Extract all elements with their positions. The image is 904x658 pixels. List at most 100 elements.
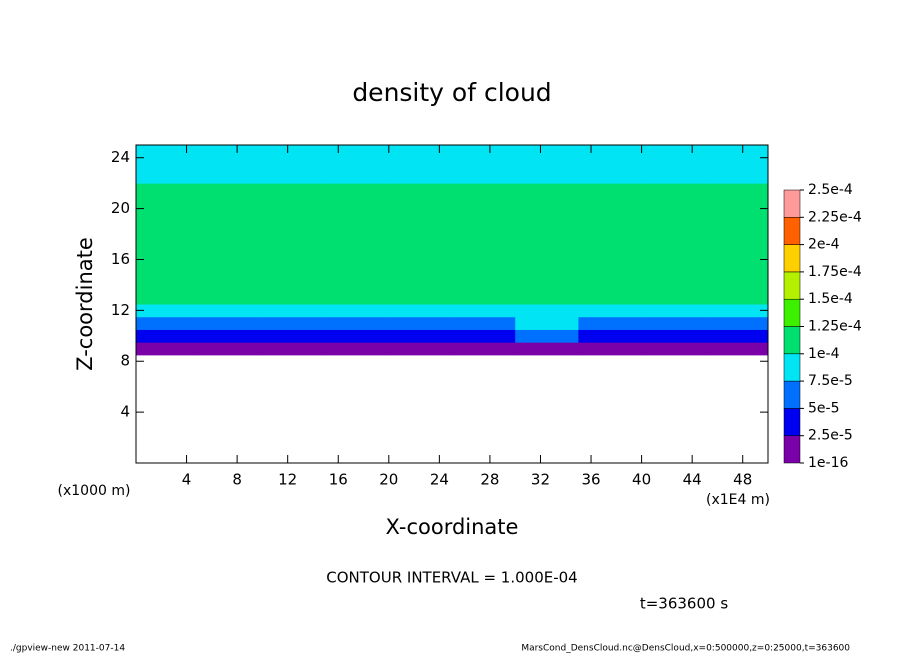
x-tick-label: 4 [182, 471, 192, 489]
colorbar-label: 7.5e-5 [808, 373, 853, 389]
y-tick-label: 16 [111, 250, 130, 268]
heatmap-cell [136, 329, 200, 343]
heatmap-cell [262, 145, 327, 184]
heatmap-cell [136, 304, 200, 318]
heatmap-cell [452, 342, 516, 356]
heatmap-cell [641, 145, 706, 184]
colorbar-swatch [783, 217, 801, 245]
y-unit: (x1000 m) [58, 483, 131, 499]
colorbar-label: 1e-16 [808, 455, 848, 471]
heatmap-cell [641, 259, 706, 305]
heatmap-cell [515, 145, 579, 184]
colorbar-swatch [783, 380, 801, 409]
heatmap-cell [199, 208, 263, 260]
heatmap-cell [452, 304, 516, 318]
heatmap-cell [641, 208, 706, 260]
heatmap-cell [325, 304, 390, 318]
heatmap-cell [262, 208, 327, 260]
colorbar-label: 5e-5 [808, 400, 839, 416]
heatmap-cell [136, 342, 200, 356]
colorbar-swatch [783, 244, 801, 273]
x-axis-label: X-coordinate [386, 515, 519, 539]
heatmap-cell [578, 329, 643, 343]
heatmap-cell [578, 304, 643, 318]
heatmap-cell [641, 316, 706, 330]
x-tick-label: 48 [733, 471, 752, 489]
colorbar-swatch [783, 435, 801, 464]
heatmap-cell [388, 208, 453, 260]
heatmap-cell [704, 208, 769, 260]
x-tick-label: 8 [232, 471, 242, 489]
plot-frame [135, 144, 769, 464]
heatmap-cell [578, 316, 643, 330]
heatmap-cell [515, 342, 579, 356]
heatmap-cell [641, 329, 706, 343]
heatmap-cell [199, 259, 263, 305]
y-tick-label: 20 [111, 199, 130, 217]
heatmap-cell [515, 316, 579, 330]
heatmap-cell [262, 183, 327, 210]
y-tick-label: 12 [111, 301, 130, 319]
time-label: t=363600 s [640, 595, 728, 613]
heatmap-cell [578, 183, 643, 210]
heatmap-cell [704, 304, 769, 318]
x-tick-label: 36 [581, 471, 600, 489]
heatmap-cell [325, 145, 390, 184]
x-tick-label: 12 [278, 471, 297, 489]
colorbar-swatch [783, 408, 801, 436]
heatmap-cell [704, 259, 769, 305]
y-axis-label: Z-coordinate [73, 237, 97, 371]
heatmap-cell [262, 304, 327, 318]
heatmap-cell [704, 342, 769, 356]
footer-left: ./gpview-new 2011-07-14 [10, 644, 125, 654]
x-tick-label: 32 [531, 471, 550, 489]
heatmap-cell [515, 329, 579, 343]
heatmap-cell [388, 329, 453, 343]
heatmap-cell [388, 145, 453, 184]
colorbar-label: 1.5e-4 [808, 291, 853, 307]
colorbar-swatch [783, 271, 801, 300]
x-unit: (x1E4 m) [706, 492, 770, 508]
x-tick-label: 28 [480, 471, 499, 489]
heatmap-cell [515, 304, 579, 318]
heatmap-cell [452, 259, 516, 305]
heatmap-cell [388, 259, 453, 305]
heatmap-cell [262, 259, 327, 305]
colorbar-label: 2e-4 [808, 237, 840, 253]
heatmap-cell [199, 304, 263, 318]
heatmap-cell [578, 208, 643, 260]
footer-right: MarsCond_DensCloud.nc@DensCloud,x=0:5000… [521, 644, 850, 654]
heatmap-cell [641, 342, 706, 356]
heatmap-cell [262, 342, 327, 356]
heatmap-cell [641, 304, 706, 318]
y-tick-label: 4 [120, 403, 130, 421]
colorbar-label: 1.75e-4 [808, 264, 862, 280]
heatmap-cell [388, 183, 453, 210]
heatmap-cell [199, 316, 263, 330]
heatmap-cell [452, 316, 516, 330]
y-tick-label: 24 [111, 148, 130, 166]
chart-title: density of cloud [352, 78, 551, 107]
colorbar-label: 1.25e-4 [808, 319, 862, 335]
x-tick-label: 40 [632, 471, 651, 489]
colorbar-swatch [783, 326, 801, 355]
y-tick-label: 8 [120, 352, 130, 370]
colorbar-label: 1e-4 [808, 346, 840, 362]
heatmap-cell [325, 259, 390, 305]
heatmap-cell [578, 259, 643, 305]
heatmap-cell [325, 208, 390, 260]
colorbar-swatch [783, 298, 801, 327]
heatmap-cell [641, 183, 706, 210]
heatmap-cell [325, 316, 390, 330]
heatmap-cell [578, 342, 643, 356]
colorbar-swatch [783, 189, 801, 218]
heatmap-cell [388, 316, 453, 330]
x-tick-label: 16 [329, 471, 348, 489]
heatmap-cell [136, 259, 200, 305]
heatmap-cell [199, 329, 263, 343]
heatmap-cell [452, 145, 516, 184]
heatmap-cell [515, 183, 579, 210]
x-tick-label: 24 [430, 471, 449, 489]
heatmap-cell [515, 208, 579, 260]
